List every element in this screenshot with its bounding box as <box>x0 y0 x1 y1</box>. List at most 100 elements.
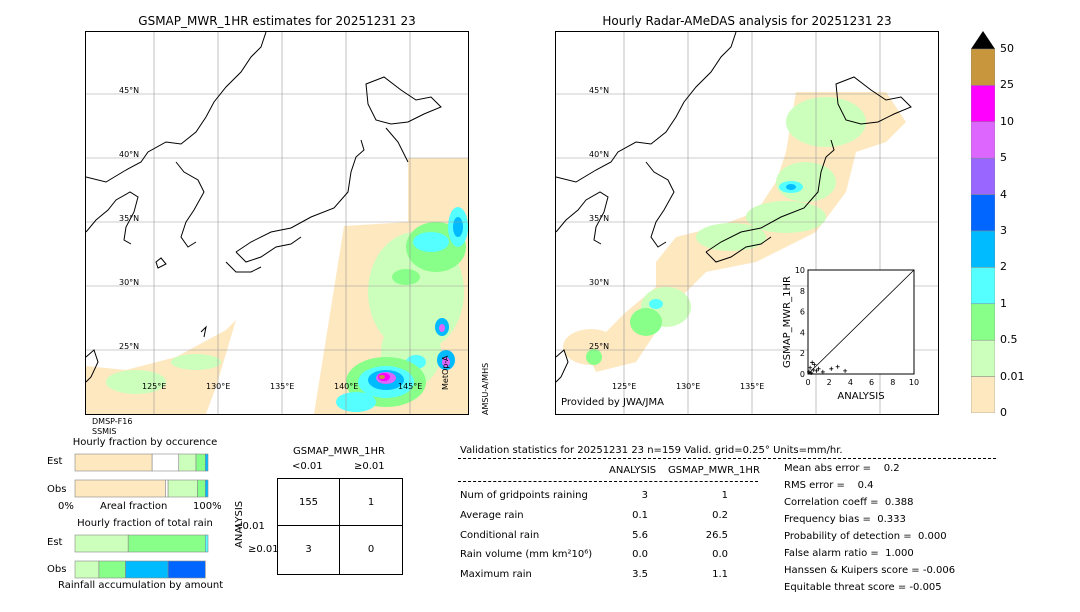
stats-row-1-label: Num of gridpoints raining <box>460 490 588 501</box>
scatter-point <box>814 368 819 373</box>
scatter-ytick: 10 <box>795 266 805 275</box>
scatter-xtick: 6 <box>869 378 874 387</box>
stats-row-5-label: Maximum rain <box>460 569 532 580</box>
colorbar-label: 0.5 <box>1000 333 1018 347</box>
stats-row-1-a: 3 <box>641 490 648 501</box>
contingency-hline <box>278 525 402 526</box>
sensor-label-1: DMSP-F16 <box>92 417 133 426</box>
colorbar-label: 25 <box>1000 78 1014 92</box>
scatter-point <box>811 367 816 372</box>
scatter-ticks: 0 2 4 6 8 10 0 2 4 6 8 10 <box>795 266 919 387</box>
stats-col-rule <box>458 481 758 482</box>
score-3: Correlation coeff = 0.388 <box>784 497 914 508</box>
left-map-title: GSMAP_MWR_1HR estimates for 20251231 23 <box>138 14 416 28</box>
fraction-bar-segment <box>127 534 206 553</box>
total-est-label: Est <box>47 537 63 548</box>
scatter-ytick: 2 <box>800 349 805 358</box>
fraction-bar-segment <box>74 479 166 498</box>
right-map-canvas <box>556 32 938 414</box>
fraction-bar-segment <box>74 453 153 472</box>
stats-row-5-g: 1.1 <box>712 569 728 580</box>
scatter-xtick: 4 <box>848 378 853 387</box>
scatter-xtick: 2 <box>827 378 832 387</box>
total-rain-bars <box>74 534 209 579</box>
stats-row-2-a: 0.1 <box>632 510 648 521</box>
right-map-title: Hourly Radar-AMeDAS analysis for 2025123… <box>602 14 892 28</box>
data-credit: Provided by JWA/JMA <box>561 397 664 408</box>
colorbar-segment <box>970 48 996 86</box>
right-lat-30: 30°N <box>589 278 610 287</box>
fraction-bar-segment <box>197 479 206 498</box>
right-lon-135: 135°E <box>740 382 765 391</box>
right-lat-45: 45°N <box>589 86 610 95</box>
cell-2-2: 0 <box>367 544 375 555</box>
scatter-point <box>816 366 821 371</box>
contingency-table: 155 1 3 0 <box>277 478 403 575</box>
contingency-col-1: <0.01 <box>292 461 323 472</box>
scatter-point <box>820 369 825 374</box>
fraction-bar-segment <box>195 453 206 472</box>
fraction-bar-segment <box>125 560 169 579</box>
left-map-canvas <box>86 32 468 414</box>
scatter-xtick: 10 <box>909 378 919 387</box>
colorbar-segment <box>970 194 996 232</box>
colorbar-label: 5 <box>1000 151 1007 165</box>
total-rain-title: Hourly fraction of total rain <box>77 518 213 529</box>
stats-row-3-g: 26.5 <box>705 530 728 541</box>
fraction-bar-segment <box>165 479 169 498</box>
occurrence-est-label: Est <box>47 456 63 467</box>
stats-row-5-a: 3.5 <box>632 569 648 580</box>
fraction-bar-segment <box>151 453 180 472</box>
colorbar-label: 3 <box>1000 224 1007 237</box>
stats-header-rule <box>458 458 996 459</box>
colorbar-label: 0 <box>1000 406 1007 419</box>
scatter-ytick: 6 <box>800 308 805 317</box>
left-lon-130: 130°E <box>206 382 231 391</box>
score-8: Equitable threat score = -0.005 <box>784 582 942 593</box>
left-lon-125: 125°E <box>142 382 167 391</box>
colorbar-segment <box>970 121 996 159</box>
scatter-ylabel: GSMAP_MWR_1HR <box>782 276 793 368</box>
fraction-bar-segment <box>205 479 209 498</box>
left-lon-140: 140°E <box>334 382 359 391</box>
occurrence-title: Hourly fraction by occurence <box>72 437 218 448</box>
scatter-xlabel: ANALYSIS <box>837 391 884 402</box>
sensor-label-2: SSMIS <box>92 427 117 436</box>
stats-row-3-a: 5.6 <box>632 530 648 541</box>
fraction-bar-segment <box>167 560 206 579</box>
cell-2-1: 3 <box>305 544 312 555</box>
score-5: Probability of detection = 0.000 <box>784 531 947 542</box>
colorbar-segment <box>970 157 996 195</box>
fraction-bar-segment <box>205 534 209 553</box>
left-grid <box>86 32 468 414</box>
stats-row-2-g: 0.2 <box>712 510 728 521</box>
stats-col-gsmap: GSMAP_MWR_1HR <box>668 465 760 476</box>
colorbar-segment <box>970 303 996 341</box>
contingency-row-2-label: ≥0.01 <box>248 544 279 555</box>
scatter-xtick: 8 <box>890 378 895 387</box>
colorbar-label: 1 <box>1000 296 1007 310</box>
stats-header: Validation statistics for 20251231 23 n=… <box>460 445 843 456</box>
scatter-diagonal <box>807 269 915 375</box>
right-lon-125: 125°E <box>612 382 637 391</box>
left-lat-35: 35°N <box>119 214 140 223</box>
colorbar-segment <box>970 339 996 377</box>
scatter-ytick: 0 <box>800 370 805 379</box>
colorbar <box>970 31 996 414</box>
colorbar-label: 0.01 <box>1000 369 1025 383</box>
scatter-point <box>808 365 813 370</box>
right-rain-field <box>563 92 906 372</box>
occurrence-x0: 0% <box>58 501 74 512</box>
score-7: Hanssen & Kuipers score = -0.006 <box>784 565 956 576</box>
contingency-vline <box>339 479 340 574</box>
fraction-bar-segment <box>178 453 197 472</box>
score-6: False alarm ratio = 1.000 <box>784 548 914 559</box>
total-rain-xlabel: Rainfall accumulation by amount <box>58 580 224 591</box>
scatter-points <box>807 360 848 375</box>
scatter-inset: 0 2 4 6 8 10 0 2 4 6 8 10 ANALYSIS GSMAP_MWR_1HR <box>782 266 919 402</box>
colorbar-segment <box>970 85 996 123</box>
scatter-ytick: 4 <box>800 328 805 337</box>
stats-row-4-g: 0.0 <box>712 549 728 560</box>
contingency-row-1-text: <0.01 <box>234 521 265 533</box>
scatter-point <box>807 369 812 374</box>
